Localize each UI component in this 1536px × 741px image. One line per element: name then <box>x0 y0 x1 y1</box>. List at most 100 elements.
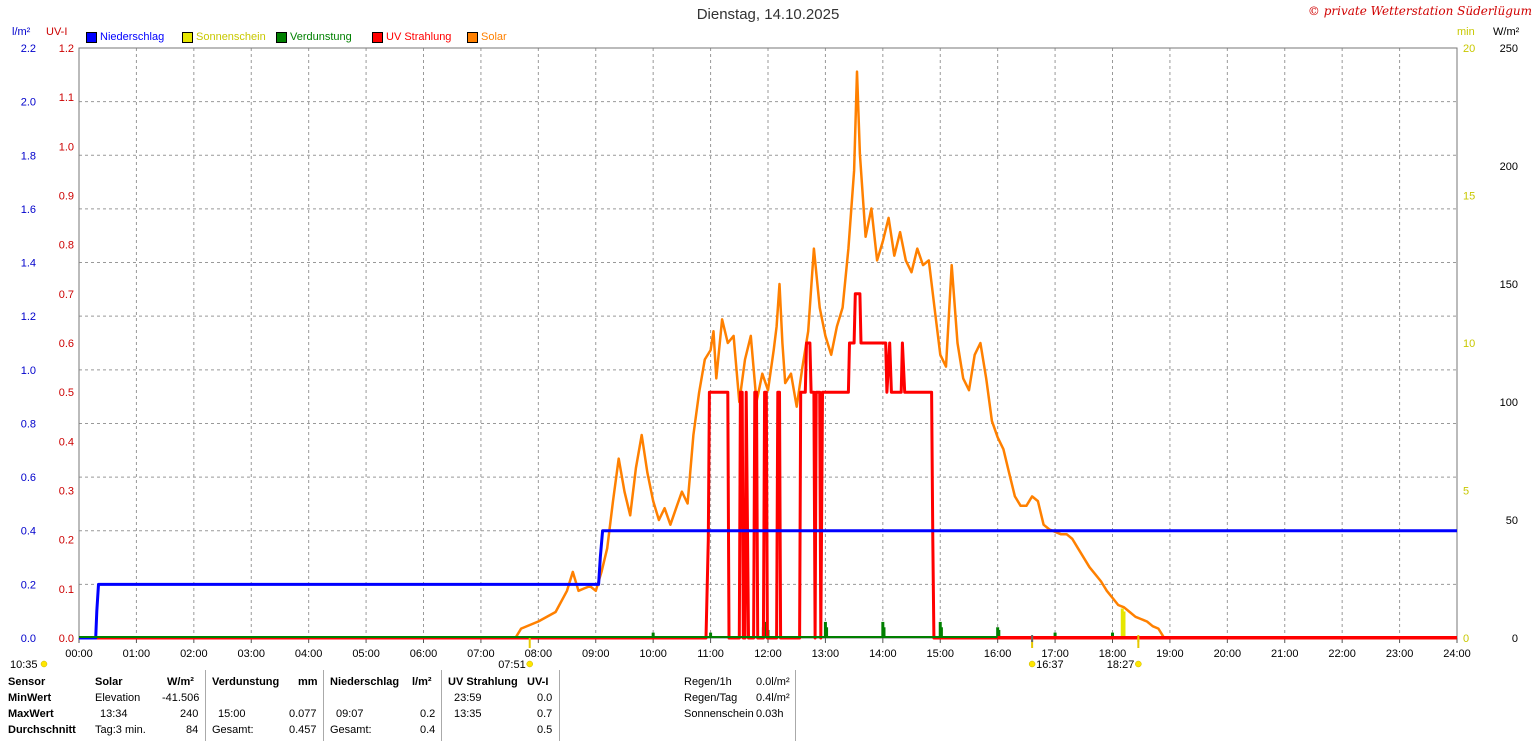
y-tick-label-sonnenschein: 0 <box>1463 633 1469 645</box>
verd-max-time: 15:00 <box>218 708 246 720</box>
bar-verdunstung <box>882 627 886 638</box>
y-tick-label-sonnenschein: 15 <box>1463 191 1475 203</box>
x-tick-label: 07:00 <box>467 648 495 660</box>
series-line-solar <box>514 70 1166 639</box>
uv-max-value: 0.7 <box>537 708 553 720</box>
stats-header-uv-unit: UV-I <box>527 676 549 688</box>
y-tick-label-uv: 0.3 <box>59 486 74 498</box>
x-tick-label: 08:00 <box>525 648 553 660</box>
stats-row-min: MinWert <box>8 692 52 704</box>
stats-row-avg: Durchschnitt <box>8 724 76 736</box>
legend-item-sonnenschein: Sonnenschein <box>182 31 266 43</box>
stats-header-niederschlag: Niederschlag <box>330 676 400 688</box>
copyright-label: © private Wetterstation Süderlügum <box>1307 4 1532 18</box>
unit-sonnenschein: min <box>1457 26 1475 38</box>
legend-label: UV Strahlung <box>386 31 452 43</box>
unit-niederschlag: l/m² <box>12 26 31 38</box>
nied-max-time: 09:07 <box>336 708 364 720</box>
x-tick-label: 13:00 <box>812 648 840 660</box>
sunrise-marker-sun-icon <box>526 660 533 668</box>
regen1h-label: Regen/1h <box>684 676 732 688</box>
x-tick-label: 12:00 <box>754 648 782 660</box>
sonnenschein-value: 0.03h <box>756 708 784 720</box>
x-tick-label: 11:00 <box>697 648 724 660</box>
stats-header-verdunstung-unit: mm <box>298 676 318 688</box>
current-time-label: 10:35 <box>10 659 38 671</box>
y-tick-label-uv: 0.7 <box>59 289 74 301</box>
y-tick-label-uv: 0.0 <box>59 633 74 645</box>
legend-swatch <box>182 31 193 43</box>
y-tick-label-uv: 1.1 <box>59 92 74 104</box>
x-tick-label: 09:00 <box>582 648 610 660</box>
y-tick-label-uv: 0.2 <box>59 535 74 547</box>
y-tick-label-niederschlag: 1.0 <box>21 365 36 377</box>
y-tick-label-sonnenschein: 20 <box>1463 43 1475 55</box>
legend-swatch <box>86 31 97 43</box>
stats-header-uv: UV Strahlung <box>448 676 518 688</box>
bar-verdunstung <box>939 627 943 638</box>
legend-swatch <box>372 31 383 43</box>
y-tick-label-niederschlag: 1.8 <box>21 150 36 162</box>
y-tick-label-solar: 150 <box>1500 279 1518 291</box>
bar-verdunstung <box>825 627 829 638</box>
y-tick-label-niederschlag: 0.0 <box>21 633 36 645</box>
regentag-value: 0.4l/m² <box>756 692 790 704</box>
x-tick-label: 14:00 <box>869 648 897 660</box>
legend-swatch <box>276 31 287 43</box>
solar-max-time: 13:34 <box>100 708 128 720</box>
bar-verdunstung <box>709 632 713 638</box>
y-tick-label-sonnenschein: 5 <box>1463 486 1469 498</box>
stats-row-max: MaxWert <box>8 708 54 720</box>
y-tick-label-uv: 0.9 <box>59 191 74 203</box>
stats-header-niederschlag-unit: l/m² <box>412 676 432 688</box>
stats-header-verdunstung: Verdunstung <box>212 676 280 688</box>
current-sun-icon <box>40 660 48 668</box>
nied-max-value: 0.2 <box>420 708 436 720</box>
x-tick-label: 16:00 <box>984 648 1012 660</box>
legend-label: Sonnenschein <box>196 31 266 43</box>
verd-max-value: 0.077 <box>289 708 317 720</box>
x-tick-label: 06:00 <box>410 648 438 660</box>
y-tick-label-solar: 0 <box>1512 633 1518 645</box>
sonnenschein-label: Sonnenschein <box>684 708 754 720</box>
y-tick-label-uv: 0.4 <box>59 436 74 448</box>
bar-verdunstung <box>997 629 1001 638</box>
stats-header-solar-unit: W/m² <box>167 676 194 688</box>
series-line-niederschlag <box>79 529 1457 640</box>
series-line-uv-strahlung <box>79 292 1457 640</box>
regentag-label: Regen/Tag <box>684 692 738 704</box>
x-tick-label: 21:00 <box>1271 648 1299 660</box>
x-tick-label: 01:00 <box>123 648 151 660</box>
bar-verdunstung <box>1111 632 1114 638</box>
y-tick-label-uv: 0.5 <box>59 387 74 399</box>
nied-total-label: Gesamt: <box>330 724 372 736</box>
x-tick-label: 04:00 <box>295 648 323 660</box>
nied-total-value: 0.4 <box>420 724 436 736</box>
uv-min-value: 0.0 <box>537 692 553 704</box>
stats-header-sensor: Sensor <box>8 676 46 688</box>
legend-item-solar: Solar <box>467 31 507 43</box>
x-tick-label: 05:00 <box>352 648 380 660</box>
solar-avg-label: Tag:3 min. <box>95 724 146 736</box>
stats-header-solar: Solar <box>95 676 123 688</box>
y-tick-label-niederschlag: 0.2 <box>21 579 36 591</box>
x-tick-label: 20:00 <box>1214 648 1242 660</box>
uv-min-time: 23:59 <box>454 692 482 704</box>
y-tick-label-uv: 0.6 <box>59 338 74 350</box>
verd-total-label: Gesamt: <box>212 724 254 736</box>
bar-verdunstung <box>651 632 655 638</box>
legend-label: Solar <box>481 31 507 43</box>
legend-item-niederschlag: Niederschlag <box>86 31 164 43</box>
verd-total-value: 0.457 <box>289 724 317 736</box>
legend-label: Verdunstung <box>290 31 352 43</box>
x-tick-label: 03:00 <box>237 648 265 660</box>
solar-avg-value: 84 <box>186 724 199 736</box>
y-tick-label-uv: 1.2 <box>59 43 74 55</box>
y-tick-label-solar: 200 <box>1500 161 1518 173</box>
x-tick-label: 19:00 <box>1156 648 1184 660</box>
legend-item-uv-strahlung: UV Strahlung <box>372 31 451 43</box>
sunset-marker-label: 18:27 <box>1107 659 1135 671</box>
transit-marker-sun-icon <box>1028 660 1036 668</box>
y-tick-label-niederschlag: 0.4 <box>21 526 36 538</box>
